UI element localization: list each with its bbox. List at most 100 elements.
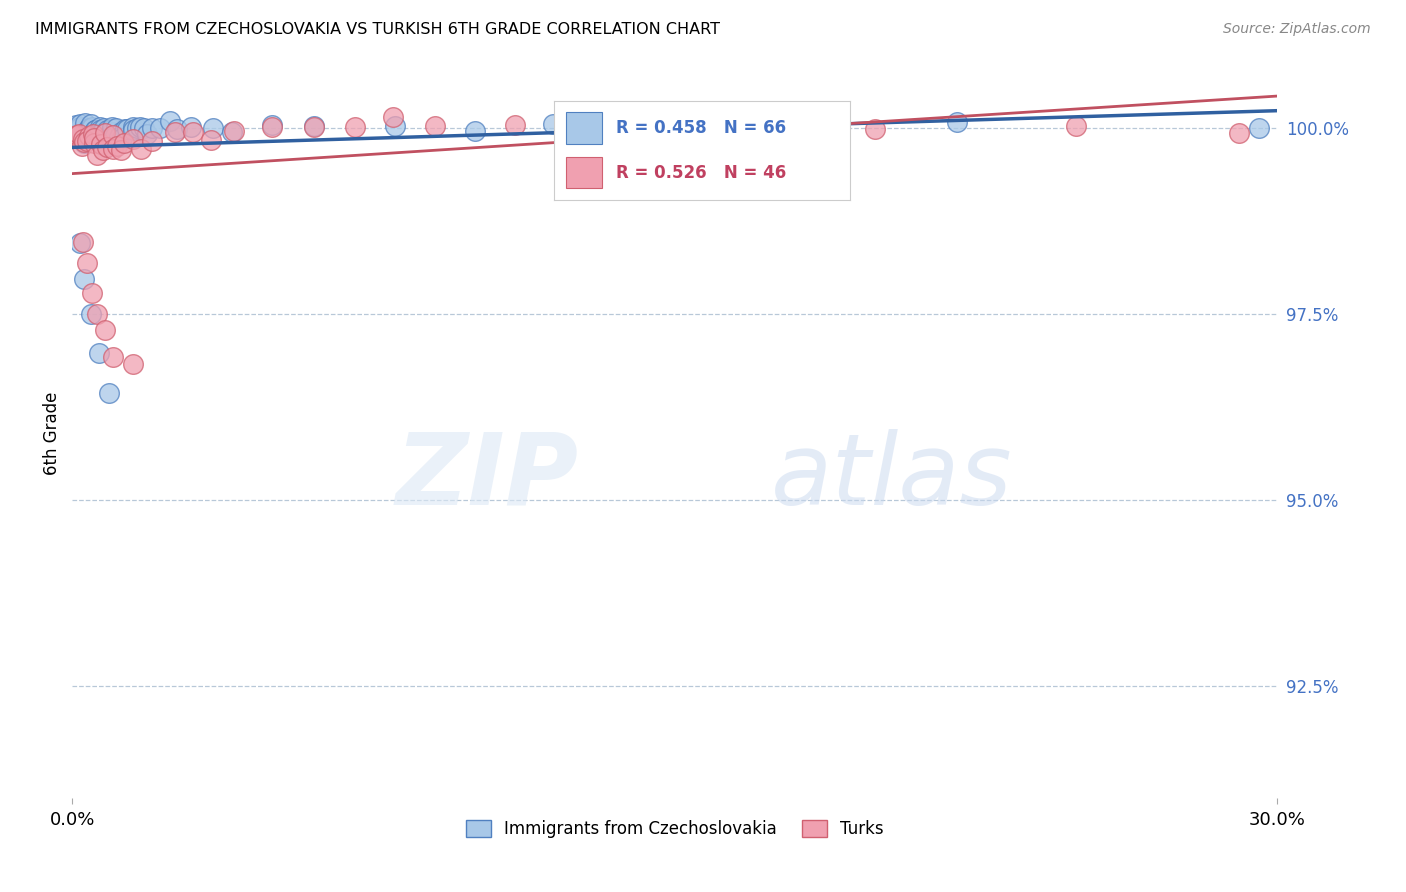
Point (73, 136, 96, 150)
Point (543, 117, 565, 131)
Point (122, 123, 145, 137)
Point (129, 120, 152, 135)
Point (89, 122, 111, 136)
Point (105, 121, 128, 136)
Point (66, 128, 89, 142)
Point (183, 125, 205, 139)
Point (121, 357, 143, 371)
Point (87, 346, 110, 360)
Point (101, 142, 124, 156)
Point (1227, 126, 1250, 140)
Point (79, 121, 101, 136)
Text: Source: ZipAtlas.com: Source: ZipAtlas.com (1223, 22, 1371, 37)
Y-axis label: 6th Grade: 6th Grade (44, 392, 60, 475)
Point (82, 127, 104, 141)
Point (72, 132, 94, 146)
Point (90, 137, 112, 152)
Point (82, 286, 104, 301)
Point (80, 117, 103, 131)
Point (163, 125, 186, 139)
Point (83, 131, 105, 145)
Point (110, 125, 132, 139)
Point (83, 122, 105, 136)
Point (159, 113, 181, 128)
Point (76, 122, 98, 136)
Point (115, 121, 138, 136)
Point (260, 120, 283, 134)
Point (87, 126, 110, 140)
Point (503, 118, 526, 132)
Point (585, 118, 607, 132)
Point (134, 121, 156, 136)
Point (121, 132, 143, 146)
Point (96, 139, 118, 153)
Point (112, 136, 135, 150)
Point (73, 126, 96, 140)
Point (72, 235, 94, 249)
Point (101, 128, 124, 142)
Point (1247, 120, 1270, 135)
Point (384, 119, 406, 133)
Point (103, 350, 125, 364)
Point (381, 110, 404, 124)
Point (202, 121, 225, 136)
Point (86, 148, 108, 162)
Point (77, 120, 100, 135)
Point (1064, 119, 1087, 133)
Point (87, 127, 110, 141)
Point (464, 124, 486, 138)
Point (302, 120, 325, 134)
Point (75, 135, 97, 149)
Point (125, 120, 148, 135)
Point (129, 142, 152, 156)
Point (67, 127, 90, 141)
Text: atlas: atlas (772, 429, 1012, 525)
Point (97, 129, 120, 144)
Point (108, 129, 131, 144)
Legend: Immigrants from Czechoslovakia, Turks: Immigrants from Czechoslovakia, Turks (460, 813, 890, 845)
Point (93, 126, 115, 140)
Point (98, 386, 121, 401)
Point (96, 123, 118, 137)
Point (83, 136, 105, 151)
Point (149, 120, 172, 135)
Point (73, 271, 96, 285)
Point (76, 134, 98, 148)
Point (70, 123, 93, 137)
Point (180, 120, 202, 135)
Point (100, 120, 122, 135)
Point (200, 133, 222, 147)
Point (73, 128, 96, 143)
Point (93, 323, 115, 337)
Point (65, 118, 87, 132)
Point (222, 124, 245, 138)
Point (80, 307, 103, 321)
Point (706, 119, 728, 133)
Point (75, 116, 97, 130)
Point (135, 127, 157, 141)
Point (946, 114, 969, 128)
Point (110, 143, 132, 157)
Point (262, 118, 284, 132)
Point (69, 120, 91, 134)
Point (114, 122, 136, 136)
Point (63, 129, 86, 144)
Point (94, 126, 117, 140)
Point (91, 143, 114, 157)
Point (111, 131, 134, 145)
Point (105, 138, 128, 153)
Point (865, 122, 887, 136)
Point (221, 124, 243, 138)
Point (785, 120, 807, 134)
Text: ZIP: ZIP (395, 429, 578, 525)
Point (82, 130, 104, 145)
Point (66, 128, 89, 142)
Point (166, 121, 188, 136)
Point (89, 120, 111, 134)
Point (66, 121, 89, 136)
Point (664, 125, 686, 139)
Point (101, 125, 124, 139)
Point (93, 120, 115, 135)
Point (69, 116, 91, 130)
Point (70, 128, 93, 143)
